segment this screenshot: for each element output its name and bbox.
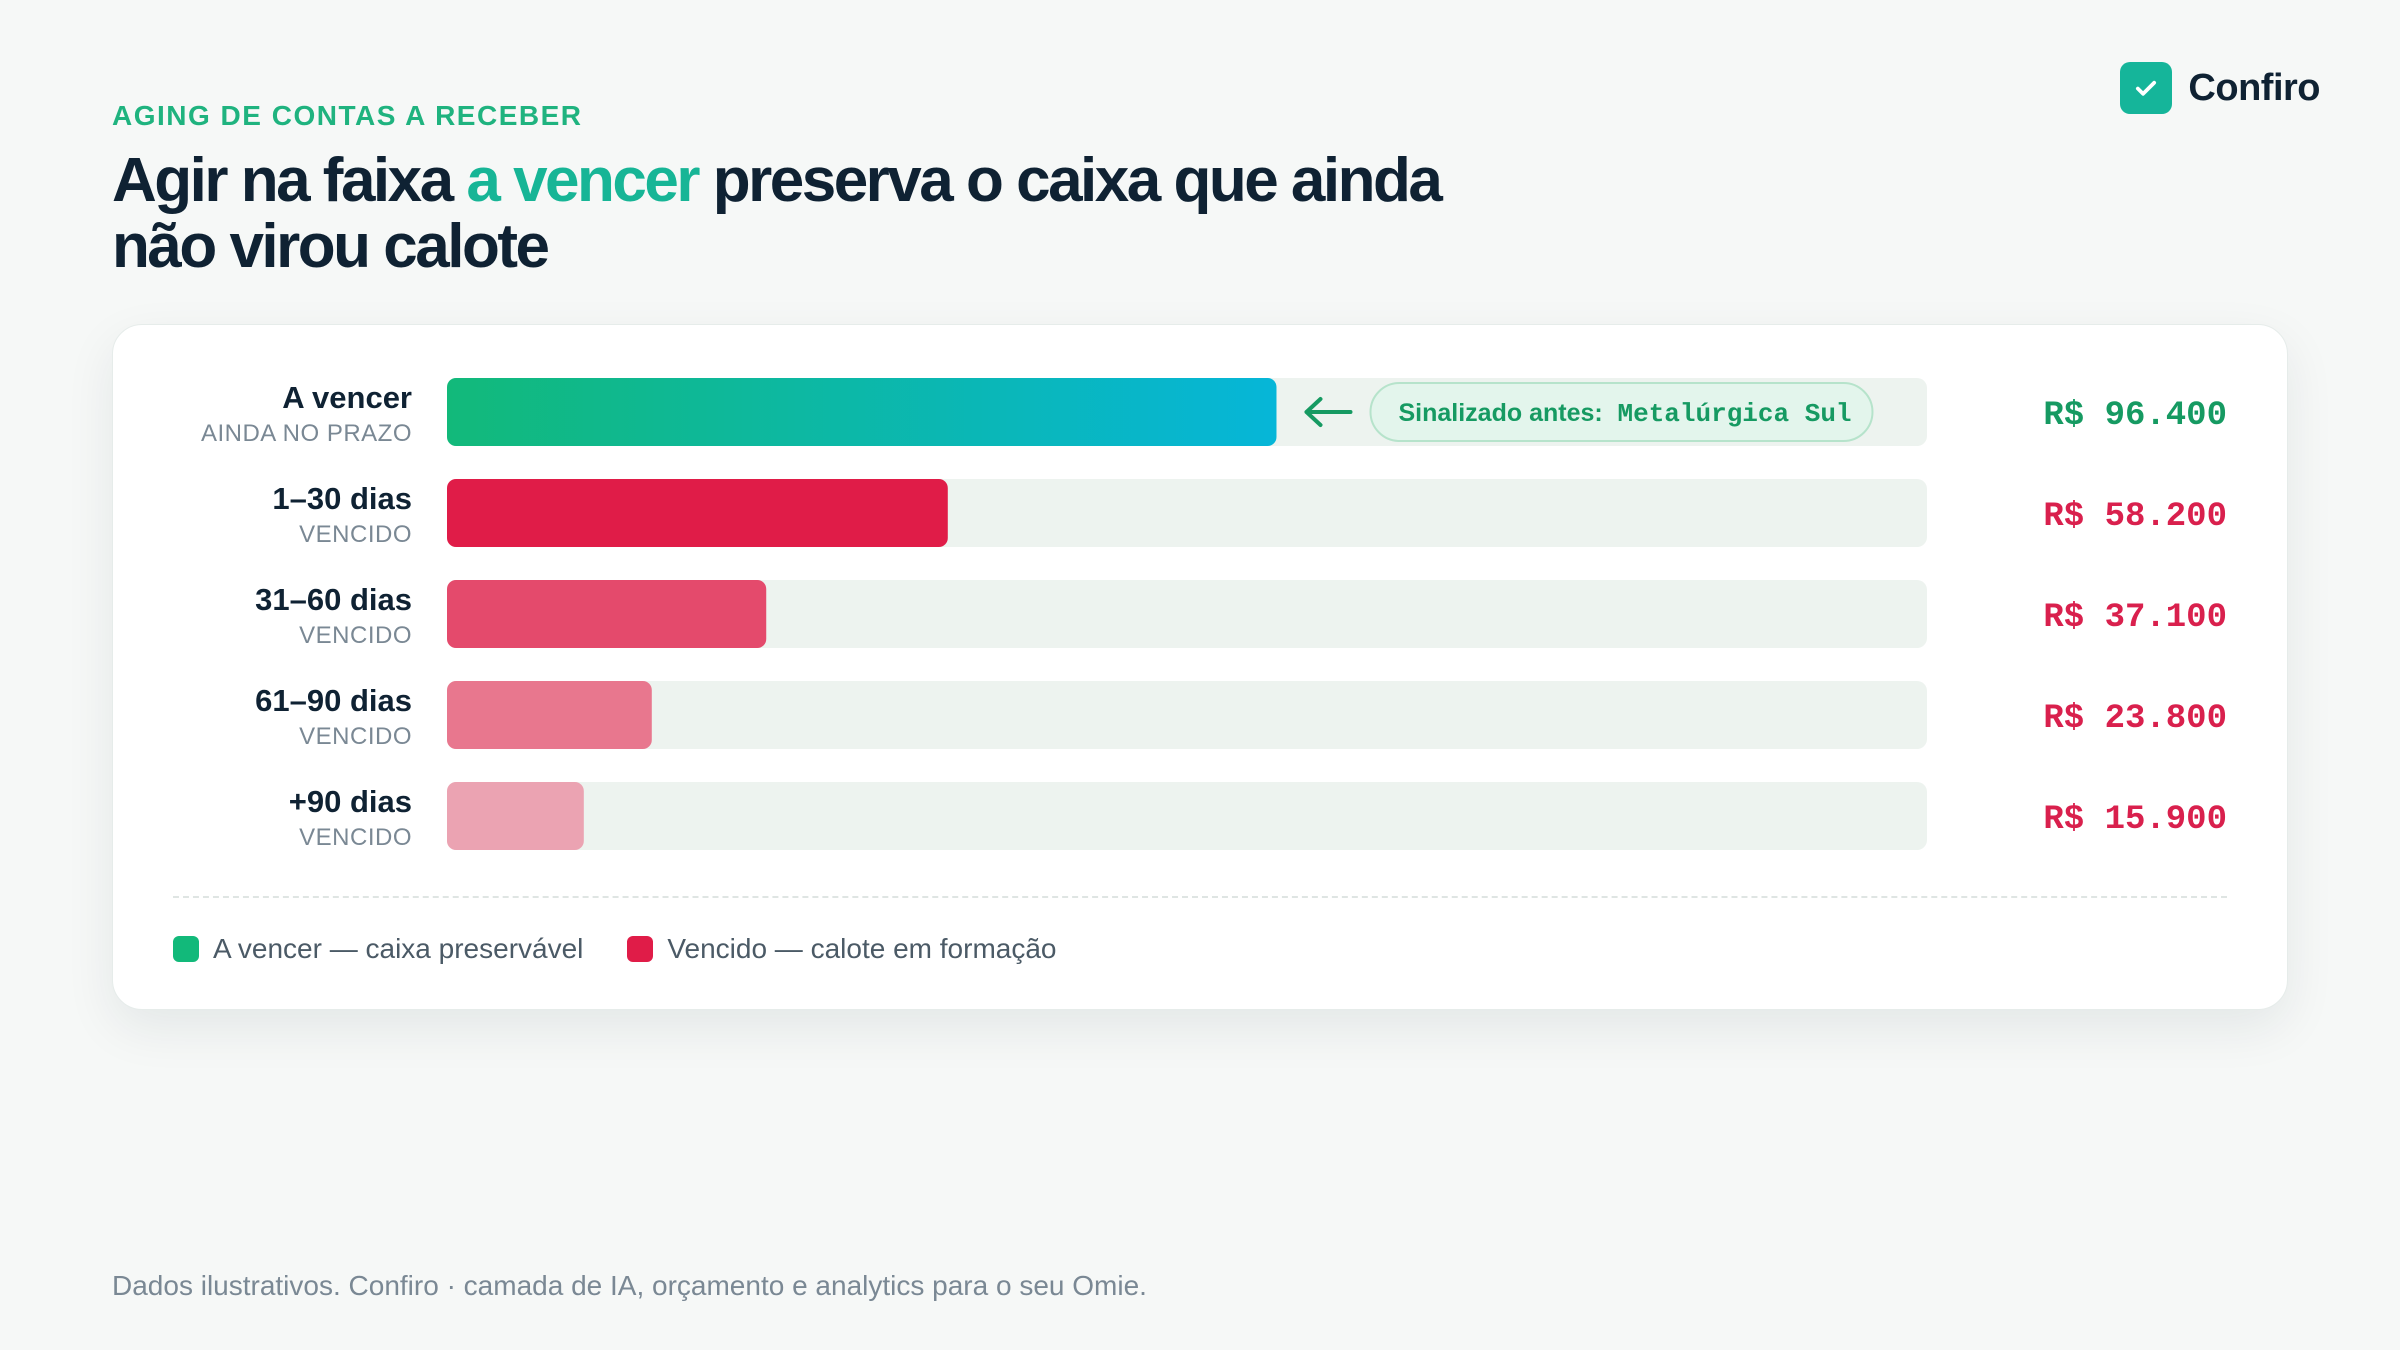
category-label-4: 61–90 dias xyxy=(255,683,412,718)
brand-logo: Confiro xyxy=(2120,62,2320,114)
annotation-code: Metalúrgica Sul xyxy=(1617,399,1851,429)
category-label-3: 31–60 dias xyxy=(255,582,412,617)
chart-divider xyxy=(173,896,2227,898)
value-label-4: R$ 23.800 xyxy=(2043,700,2227,738)
legend-label-2: Vencido — calote em formação xyxy=(667,933,1057,964)
bar-track-3 xyxy=(447,580,1927,648)
legend-swatch-1 xyxy=(173,936,199,962)
bar-track-5 xyxy=(447,782,1927,850)
category-sublabel-3: VENCIDO xyxy=(299,622,412,649)
legend-item-1: A vencer — caixa preservável xyxy=(173,933,583,965)
title-pre: Agir na faixa xyxy=(112,146,467,215)
category-label-1: A vencer xyxy=(282,380,412,415)
chart-legend: A vencer — caixa preservável Vencido — ca… xyxy=(173,933,1056,965)
bar-track-4 xyxy=(447,681,1927,749)
category-label-2: 1–30 dias xyxy=(272,481,412,516)
page-title: Agir na faixa a vencer preserva o caixa … xyxy=(112,148,1512,280)
chart-card: A vencer AINDA NO PRAZO R$ 96.400 1–30 dias… xyxy=(112,324,2288,1010)
legend-label-1: A vencer — caixa preservável xyxy=(213,933,584,964)
arrow-left-icon xyxy=(1304,397,1353,427)
category-sublabel-1: AINDA NO PRAZO xyxy=(201,420,412,447)
category-sublabel-5: VENCIDO xyxy=(299,824,412,851)
value-label-3: R$ 37.100 xyxy=(2043,599,2227,637)
bar-4 xyxy=(447,681,652,749)
value-label-1: R$ 96.400 xyxy=(2043,397,2227,435)
category-sublabel-4: VENCIDO xyxy=(299,723,412,750)
bar-2 xyxy=(447,479,948,547)
legend-item-2: Vencido — calote em formação xyxy=(627,933,1056,965)
value-label-5: R$ 15.900 xyxy=(2043,801,2227,839)
brand-name: Confiro xyxy=(2188,66,2320,109)
bar-3 xyxy=(447,580,767,648)
check-icon xyxy=(2120,62,2173,114)
bar-5 xyxy=(447,782,584,850)
annotation-pill xyxy=(1369,382,1874,442)
title-highlight: a vencer xyxy=(466,146,700,215)
annotation-label: Sinalizado antes: xyxy=(1398,399,1602,427)
eyebrow-label: AGING DE CONTAS A RECEBER xyxy=(112,100,583,131)
bar-1 xyxy=(447,378,1277,446)
footer-note: Dados ilustrativos. Confiro · camada de … xyxy=(112,1270,1147,1301)
title-post: preserva o caixa que ainda não virou cal… xyxy=(112,146,1443,281)
category-label-5: +90 dias xyxy=(289,784,412,819)
value-label-2: R$ 58.200 xyxy=(2043,498,2227,536)
legend-swatch-2 xyxy=(627,936,654,962)
aging-bar-chart: A vencer AINDA NO PRAZO R$ 96.400 1–30 dias… xyxy=(201,378,2227,851)
category-sublabel-2: VENCIDO xyxy=(299,521,412,548)
